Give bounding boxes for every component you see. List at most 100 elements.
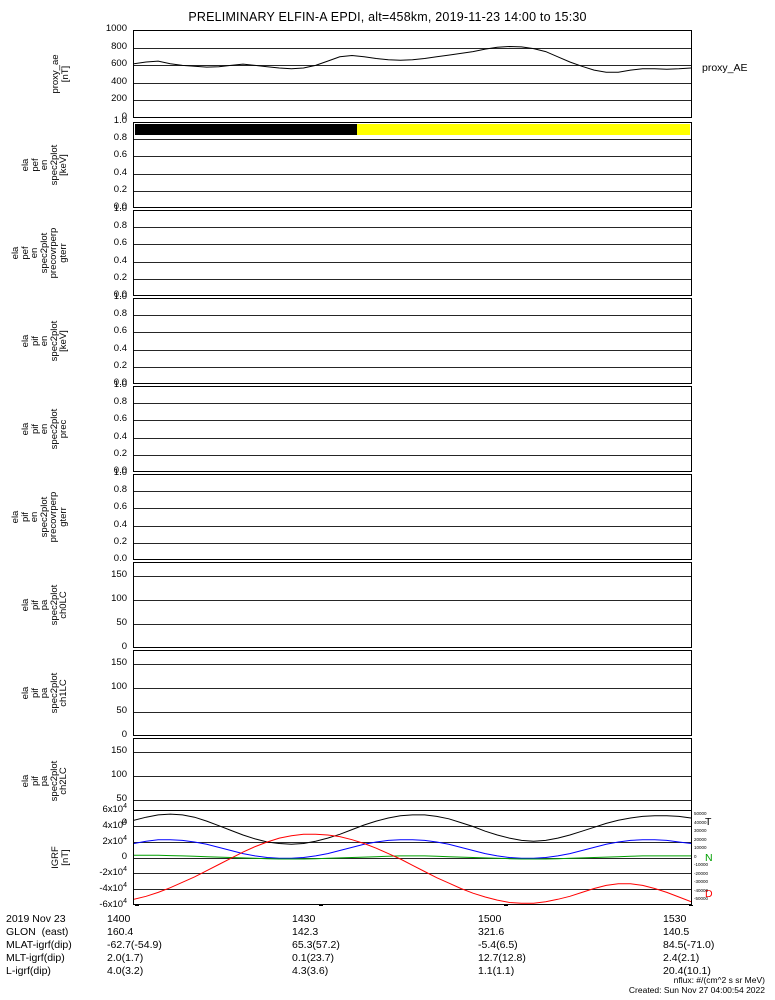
gridline — [133, 508, 692, 509]
gridline — [133, 139, 692, 140]
y-axis-label-ela-pif-pa-spec2plot-ch0LC: ela pif pa spec2plot ch0LC — [20, 584, 69, 626]
y-tick-label: 0.6 — [113, 149, 127, 160]
igrf-right-axis-label: -20000 — [694, 870, 709, 876]
gridline — [133, 873, 692, 874]
gridline — [133, 244, 692, 245]
legend-igrf-T: T — [705, 816, 712, 828]
footer-label-4: L-igrf(dip) — [6, 965, 51, 977]
y-tick-label: 2x104 — [102, 835, 127, 848]
legend-igrf-D: D — [705, 888, 713, 900]
gridline — [133, 350, 692, 351]
gridline — [133, 664, 692, 665]
gridline — [133, 712, 692, 713]
igrf-right-axis-label: -30000 — [694, 879, 709, 884]
y-tick-label: 100 — [111, 681, 127, 692]
y-tick-label: -2x104 — [99, 866, 127, 879]
series-canvas — [134, 813, 691, 904]
y-tick-label: 0.2 — [113, 184, 127, 195]
y-tick-label: 0 — [121, 111, 127, 122]
y-tick-label: 0.6 — [113, 237, 127, 248]
gridline — [133, 227, 692, 228]
igrf-right-axis-label: 0 — [694, 853, 697, 859]
footer-value: 65.3(57.2) — [292, 939, 340, 951]
footer-label-3: MLT-igrf(dip) — [6, 952, 65, 964]
gridline — [133, 526, 692, 527]
y-tick-label: 0.0 — [113, 201, 127, 212]
y-tick-label: 0.2 — [113, 536, 127, 547]
x-tickmark — [504, 905, 508, 906]
y-tick-label: 0.8 — [113, 220, 127, 231]
y-axis-label-ela-pif-en-spec2plot-prec: ela pif en spec2plot prec — [20, 408, 69, 450]
footer-value: 12.7(12.8) — [478, 952, 526, 964]
y-tick-label: 0.0 — [113, 289, 127, 300]
gridline — [133, 826, 692, 827]
gridline — [133, 174, 692, 175]
y-tick-label: 50 — [116, 793, 127, 804]
y-tick-label: 0.6 — [113, 413, 127, 424]
y-tick-label: 0.0 — [113, 465, 127, 476]
y-tick-label: 0.4 — [113, 343, 127, 354]
igrf-right-axis-label: -40000 — [694, 887, 709, 893]
footer-value: 1530 — [663, 913, 687, 925]
y-tick-label: 1.0 — [113, 115, 127, 126]
y-tick-label: 1.0 — [113, 291, 127, 302]
series-line-proxy_AE — [134, 45, 691, 73]
y-tick-label: 0 — [121, 641, 127, 652]
y-tick-label: 800 — [111, 41, 127, 52]
y-axis-label-ela-pef-en-spec2plot-omni: ela pef en spec2plot [keV] — [20, 144, 69, 186]
footer-value: 4.0(3.2) — [107, 965, 144, 977]
created-timestamp: Created: Sun Nov 27 04:00:54 2022 — [628, 985, 765, 995]
panel-ela-pif-pa-spec2plot-ch1LC — [133, 650, 692, 736]
panel-ela-pif-pa-spec2plot-ch0LC — [133, 562, 692, 648]
y-tick-label: 1.0 — [113, 467, 127, 478]
gridline — [133, 776, 692, 777]
footer-label-1: GLON (east) — [6, 926, 69, 938]
gridline — [133, 48, 692, 49]
gridline — [133, 191, 692, 192]
series-line-B1 — [134, 839, 691, 859]
gridline — [133, 688, 692, 689]
y-tick-label: 4x104 — [102, 819, 127, 832]
y-tick-label: 0.4 — [113, 167, 127, 178]
gridline — [133, 100, 692, 101]
gridline — [133, 279, 692, 280]
gridline — [133, 156, 692, 157]
series-line-T — [134, 813, 691, 845]
footer-value: 321.6 — [478, 926, 505, 938]
gridline — [133, 576, 692, 577]
gridline — [133, 600, 692, 601]
series-line-D — [134, 833, 691, 904]
y-tick-label: 400 — [111, 76, 127, 87]
gridline — [133, 491, 692, 492]
footer-label-0: 2019 Nov 23 — [6, 913, 66, 925]
igrf-right-axis-label: 10000 — [694, 845, 707, 850]
y-tick-label: -4x104 — [99, 882, 127, 895]
gridline — [133, 332, 692, 333]
footer-value: 1500 — [478, 913, 502, 925]
series-line-N — [134, 854, 691, 860]
footer-value: 0.1(23.7) — [292, 952, 335, 964]
gridline — [133, 624, 692, 625]
y-tick-label: 200 — [111, 93, 127, 104]
y-tick-label: 0.4 — [113, 519, 127, 530]
footer-value: 84.5(-71.0) — [663, 939, 715, 951]
gridline — [133, 800, 692, 801]
gridline — [133, 455, 692, 456]
y-tick-label: 0.4 — [113, 431, 127, 442]
gridline — [133, 367, 692, 368]
igrf-right-axis-label: 20000 — [694, 836, 707, 842]
x-tickmark — [319, 905, 323, 906]
colorbar-segment-black — [135, 124, 357, 135]
y-tick-label: 6x104 — [102, 803, 127, 816]
panel-ela-pef-en-spec2plot-omni — [133, 122, 692, 208]
legend-proxy-ae: proxy_AE — [702, 62, 748, 74]
footer-value: 20.4(10.1) — [663, 965, 711, 977]
x-tickmark — [689, 905, 693, 906]
y-tick-label: 1000 — [105, 23, 127, 34]
y-tick-label: 0.6 — [113, 325, 127, 336]
gridline — [133, 842, 692, 843]
x-tickmark — [135, 905, 139, 906]
y-tick-label: 50 — [116, 617, 127, 628]
footer-value: 4.3(3.6) — [292, 965, 329, 977]
panel-proxy-ae — [133, 30, 692, 118]
